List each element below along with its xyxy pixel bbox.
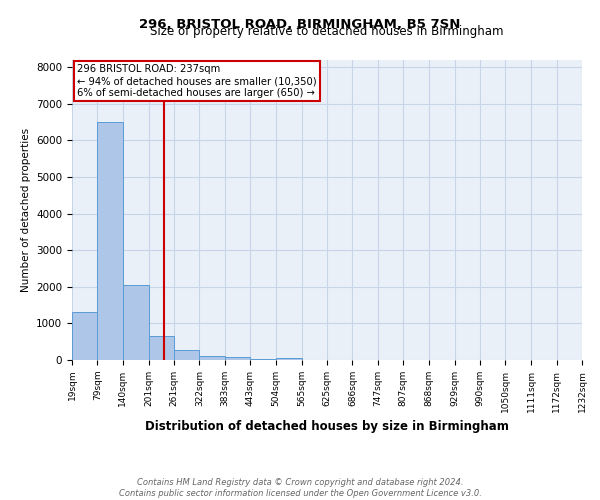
Text: Contains HM Land Registry data © Crown copyright and database right 2024.
Contai: Contains HM Land Registry data © Crown c… — [119, 478, 481, 498]
X-axis label: Distribution of detached houses by size in Birmingham: Distribution of detached houses by size … — [145, 420, 509, 433]
Bar — [97, 122, 123, 360]
Bar — [123, 285, 149, 360]
Text: 296, BRISTOL ROAD, BIRMINGHAM, B5 7SN: 296, BRISTOL ROAD, BIRMINGHAM, B5 7SN — [139, 18, 461, 30]
Bar — [72, 312, 97, 360]
Text: 296 BRISTOL ROAD: 237sqm
← 94% of detached houses are smaller (10,350)
6% of sem: 296 BRISTOL ROAD: 237sqm ← 94% of detach… — [77, 64, 317, 98]
Bar — [174, 350, 199, 360]
Bar — [250, 358, 276, 360]
Bar — [276, 358, 302, 360]
Bar — [199, 356, 225, 360]
Bar — [225, 357, 250, 360]
Y-axis label: Number of detached properties: Number of detached properties — [20, 128, 31, 292]
Bar — [149, 336, 174, 360]
Title: Size of property relative to detached houses in Birmingham: Size of property relative to detached ho… — [150, 25, 504, 38]
